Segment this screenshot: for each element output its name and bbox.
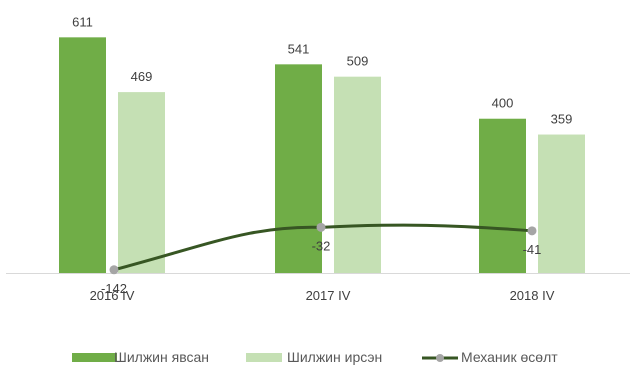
bar-value-label: 469 [131,69,153,84]
line-value-label: -32 [312,238,331,253]
legend-swatch-left [72,353,117,362]
legend-label-left: Шилжин явсан [114,349,209,365]
category-label: 2018 IV [510,288,555,303]
legend-label-line: Механик өсөлт [461,349,558,365]
bar-left-2 [479,118,526,273]
legend-label-right: Шилжин ирсэн [287,349,382,365]
legend-swatch-right [246,353,282,362]
bar-right-2 [538,134,585,273]
line-value-label: -142 [101,281,127,296]
bar-right-1 [334,76,381,273]
bar-value-label: 359 [551,112,573,127]
category-label: 2017 IV [306,288,351,303]
line-point [109,265,119,275]
legend: Шилжин явсан Шилжин ирсэн Механик өсөлт [72,349,558,365]
bar-value-label: 611 [72,14,93,29]
line-point [527,226,537,236]
bar-left-1 [275,64,322,273]
category-label: 2016 IV [90,288,135,303]
bar-left-0 [59,37,106,274]
category-labels: 2016 IV 2017 IV 2018 IV [90,288,555,303]
bar-value-label: 400 [492,96,514,111]
line-layer: -142 -32 -41 [101,222,542,296]
bars-layer: 611 541 400 469 509 359 [59,14,585,274]
bar-right-0 [118,92,165,274]
line-point [316,222,326,232]
line-value-label: -41 [523,242,542,257]
legend-line-marker [436,354,444,362]
bar-value-label: 509 [347,54,369,69]
bar-value-label: 541 [288,41,310,56]
